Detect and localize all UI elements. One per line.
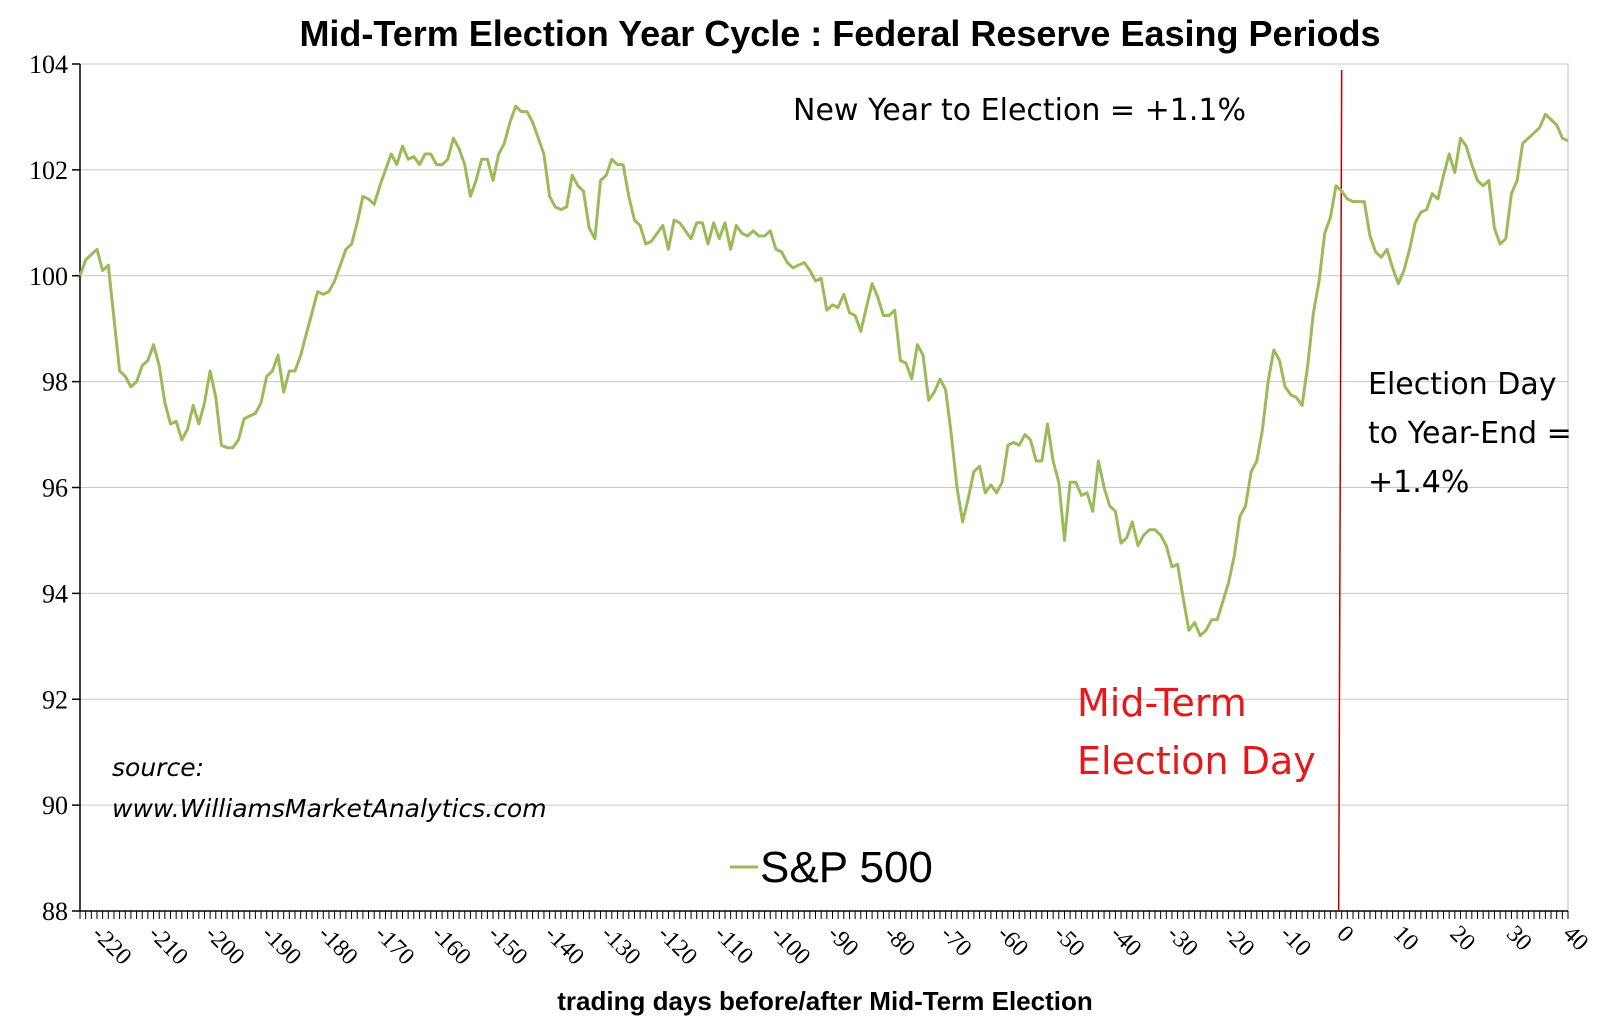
x-tick-label: -30: [1162, 921, 1203, 962]
y-tick-label: 104: [29, 50, 68, 79]
x-tick-label: -140: [539, 921, 588, 970]
y-tick-label: 94: [42, 579, 68, 608]
x-tick-label: 10: [1388, 921, 1423, 956]
x-tick-label: -60: [992, 921, 1033, 962]
x-tick-label: -220: [87, 921, 136, 970]
x-tick-label: -70: [935, 921, 976, 962]
annotation-new-year-to-election: New Year to Election = +1.1%: [793, 93, 1246, 128]
chart-title: Mid-Term Election Year Cycle : Federal R…: [299, 13, 1380, 54]
annotation-midterm-line2: Election Day: [1077, 739, 1316, 783]
x-tick-label: 40: [1558, 921, 1593, 956]
annotation-election-day-line2: to Year-End =: [1368, 416, 1572, 451]
x-tick-label: -10: [1275, 921, 1316, 962]
legend-label: S&P 500: [760, 843, 933, 892]
source-url: www.WilliamsMarketAnalytics.com: [112, 794, 547, 823]
x-tick-label: -190: [256, 921, 305, 970]
election-day-line: [1337, 69, 1343, 912]
source-label: source:: [112, 753, 204, 782]
annotation-election-day-line1: Election Day: [1368, 367, 1556, 402]
y-tick-label: 96: [42, 474, 68, 503]
y-tick-label: 88: [42, 897, 68, 926]
x-tick-label: -160: [426, 921, 475, 970]
annotation-midterm-line1: Mid-Term: [1077, 681, 1247, 725]
y-tick-label: 100: [29, 262, 68, 291]
x-tick-label: 0: [1331, 921, 1358, 948]
x-tick-label: -20: [1218, 921, 1259, 962]
x-tick-label: -210: [143, 921, 192, 970]
y-tick-label: 102: [29, 156, 68, 185]
x-axis-label: trading days before/after Mid-Term Elect…: [557, 986, 1093, 1016]
annotation-election-day-line3: +1.4%: [1368, 465, 1469, 500]
series-line-sp500: [78, 104, 1569, 638]
gridlines: [79, 63, 1569, 912]
x-tick-label: -50: [1049, 921, 1090, 962]
y-tick-label: 98: [42, 368, 68, 397]
legend: S&P 500: [730, 843, 933, 892]
x-tick-label: -90: [822, 921, 863, 962]
x-tick-label: -100: [766, 921, 815, 970]
x-tick-label: -120: [653, 921, 702, 970]
x-tick-label: -80: [879, 921, 920, 962]
y-tick-label: 92: [42, 685, 68, 714]
x-tick-label: -110: [709, 921, 758, 970]
x-tick-label: -200: [200, 921, 249, 970]
x-tick-label: -40: [1105, 921, 1146, 962]
x-tick-label: 30: [1501, 921, 1536, 956]
x-tick-label: 20: [1445, 921, 1480, 956]
y-tick-label: 90: [42, 791, 68, 820]
x-tick-label: -180: [313, 921, 362, 970]
x-tick-label: -170: [370, 921, 419, 970]
x-tick-label: -130: [596, 921, 645, 970]
x-tick-label: -150: [483, 921, 532, 970]
series-layer: [78, 69, 1569, 912]
